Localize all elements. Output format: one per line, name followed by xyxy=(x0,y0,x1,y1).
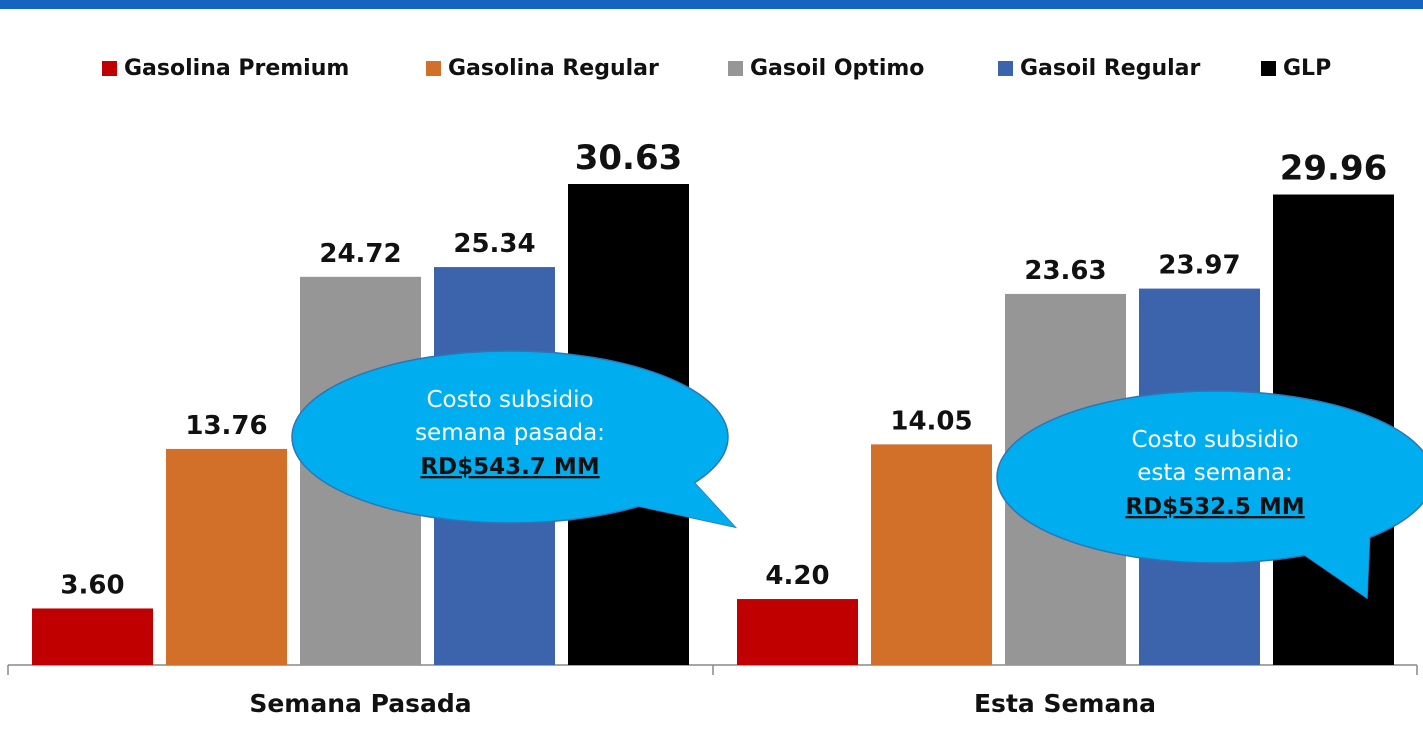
subsidy-callout: Costo subsidio semana pasada: RD$543.7 MM xyxy=(291,350,738,529)
bar xyxy=(32,608,153,665)
callout-amount: RD$543.7 MM xyxy=(420,454,599,480)
data-label: 23.63 xyxy=(1024,256,1106,286)
header-bar xyxy=(0,0,1423,9)
legend-swatch xyxy=(426,60,441,76)
bar xyxy=(737,599,858,665)
legend-item-glp: GLP xyxy=(1261,56,1331,81)
legend-item-gasolina-regular: Gasolina Regular xyxy=(426,56,728,81)
callout-tail-fill xyxy=(610,467,735,527)
data-label: 3.60 xyxy=(60,570,124,600)
data-label: 14.05 xyxy=(890,406,972,436)
legend-label: GLP xyxy=(1283,55,1332,81)
legend-label: Gasoil Regular xyxy=(1020,55,1201,81)
data-label: 30.63 xyxy=(575,138,683,178)
data-label: 29.96 xyxy=(1280,149,1388,189)
legend-swatch xyxy=(102,60,117,76)
callout-line-2: semana pasada: xyxy=(415,420,605,446)
callout-bubble xyxy=(291,350,729,524)
legend-item-gasoil-optimo: Gasoil Optimo xyxy=(728,56,998,81)
legend-swatch xyxy=(998,60,1013,76)
legend-swatch xyxy=(728,60,743,76)
subsidy-callout: Costo subsidio esta semana: RD$532.5 MM xyxy=(996,390,1423,600)
chart-legend: Gasolina Premium Gasolina Regular Gasoil… xyxy=(102,52,1331,84)
category-label: Esta Semana xyxy=(974,689,1156,718)
callout-amount: RD$532.5 MM xyxy=(1125,494,1304,520)
legend-label: Gasolina Premium xyxy=(124,55,350,81)
data-label: 4.20 xyxy=(765,561,829,591)
callout-line-1: Costo subsidio xyxy=(426,387,593,413)
data-label: 25.34 xyxy=(453,229,535,259)
legend-item-gasoil-regular: Gasoil Regular xyxy=(998,56,1261,81)
data-label: 23.97 xyxy=(1158,251,1240,281)
callout-line-1: Costo subsidio xyxy=(1131,427,1298,453)
bar xyxy=(871,444,992,665)
legend-label: Gasoil Optimo xyxy=(750,55,925,81)
callout-line-2: esta semana: xyxy=(1137,460,1293,486)
callout-tail-fill xyxy=(1290,528,1370,598)
callout-bubble xyxy=(996,390,1423,564)
legend-label: Gasolina Regular xyxy=(448,55,659,81)
data-label: 24.72 xyxy=(319,239,401,269)
category-label: Semana Pasada xyxy=(249,689,471,718)
legend-swatch xyxy=(1261,60,1276,76)
legend-item-gasolina-premium: Gasolina Premium xyxy=(102,56,426,81)
data-label: 13.76 xyxy=(185,411,267,441)
bar xyxy=(166,448,287,665)
